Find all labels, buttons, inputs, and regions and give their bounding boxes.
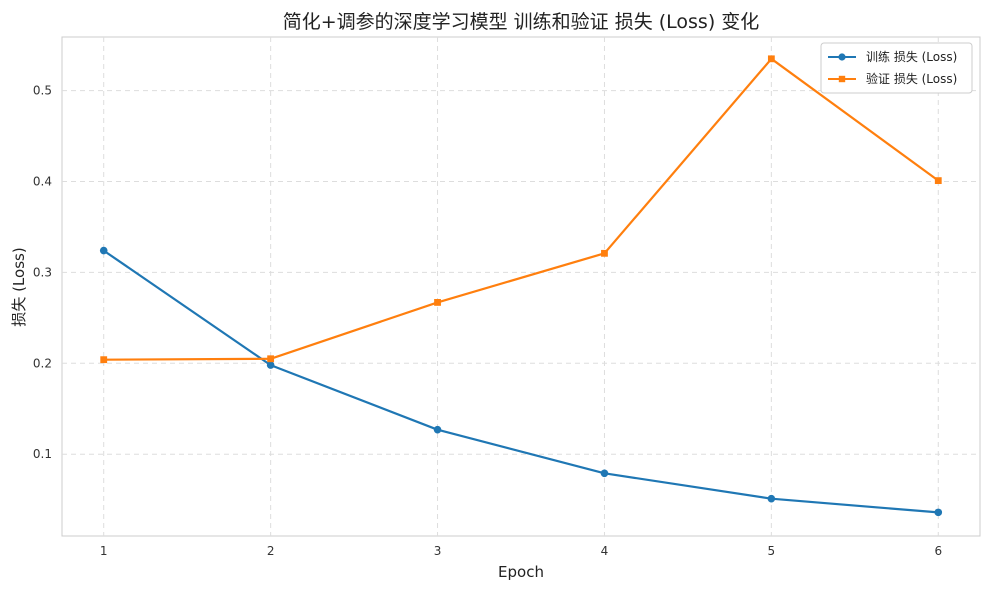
data-point-train (433, 425, 442, 434)
x-tick-label: 1 (100, 544, 108, 558)
x-tick-label: 5 (768, 544, 776, 558)
data-point-train (99, 246, 108, 255)
legend-val-label: 验证 损失 (Loss) (866, 71, 957, 86)
y-tick-label: 0.5 (33, 84, 52, 98)
data-point-validation (767, 55, 775, 63)
data-point-train (600, 469, 609, 478)
x-tick-label: 6 (934, 544, 942, 558)
legend-box (820, 42, 973, 94)
series-lines (99, 55, 943, 517)
x-tick-label: 4 (601, 544, 609, 558)
data-point-validation (100, 356, 108, 364)
y-axis-title: 损失 (Loss) (10, 247, 28, 326)
series-line-train (103, 249, 939, 514)
data-point-train (934, 508, 943, 517)
y-tick-label: 0.3 (33, 265, 52, 279)
data-point-validation (434, 299, 441, 306)
data-point-validation (601, 249, 608, 257)
legend: 训练 损失 (Loss) 验证 损失 (Loss) (820, 42, 973, 94)
legend-train-marker (838, 53, 846, 61)
tick-labels: 1 2 3 4 5 6 0.1 0.2 0.3 0.4 0.5 (33, 84, 942, 558)
plot-area (61, 36, 981, 537)
series-line-validation (103, 57, 939, 361)
x-tick-label: 3 (434, 544, 442, 558)
data-point-validation (934, 177, 942, 185)
data-point-validation (267, 355, 275, 363)
y-tick-label: 0.4 (33, 175, 52, 189)
x-tick-label: 2 (267, 544, 275, 558)
data-point-train (767, 494, 776, 503)
legend-val-marker (838, 75, 846, 83)
data-point-train (266, 361, 275, 369)
y-tick-label: 0.1 (33, 447, 52, 461)
x-axis-title: Epoch (498, 563, 544, 581)
legend-train-label: 训练 损失 (Loss) (866, 49, 957, 64)
y-tick-label: 0.2 (33, 356, 52, 370)
chart-title: 简化+调参的深度学习模型 训练和验证 损失 (Loss) 变化 (283, 11, 760, 33)
